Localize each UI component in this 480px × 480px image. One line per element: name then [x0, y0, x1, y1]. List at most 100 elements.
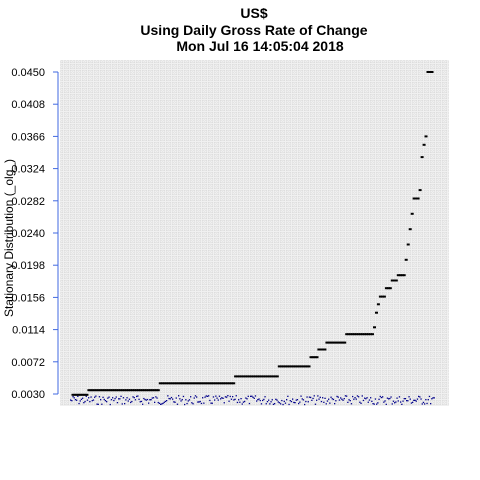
baseline-mark: [397, 400, 399, 402]
data-point: [396, 274, 400, 277]
baseline-mark: [78, 402, 80, 405]
data-point: [202, 382, 206, 385]
baseline-mark: [277, 401, 279, 403]
baseline-mark: [356, 395, 359, 397]
baseline-mark: [299, 401, 301, 403]
baseline-mark: [254, 395, 257, 397]
data-point: [285, 365, 289, 368]
chart-timestamp: Mon Jul 16 14:05:04 2018: [176, 38, 344, 54]
data-point: [87, 389, 91, 392]
baseline-mark: [235, 395, 237, 397]
baseline-mark: [310, 396, 312, 399]
data-point: [133, 389, 136, 392]
y-tick-label: 0.0156: [11, 292, 45, 304]
baseline-mark: [365, 398, 367, 400]
data-point: [244, 375, 248, 378]
baseline-mark: [79, 400, 81, 402]
data-point: [158, 382, 162, 385]
baseline-mark: [320, 400, 323, 403]
baseline-mark: [109, 403, 111, 406]
data-point: [218, 382, 222, 385]
baseline-mark: [115, 396, 117, 398]
baseline-mark: [420, 398, 422, 400]
baseline-mark: [295, 399, 297, 401]
data-point: [99, 389, 103, 392]
baseline-mark: [252, 396, 254, 398]
baseline-mark: [340, 397, 342, 399]
baseline-mark: [193, 397, 195, 399]
baseline-mark: [158, 402, 161, 404]
data-point: [373, 326, 376, 329]
baseline-mark: [236, 401, 239, 404]
baseline-mark: [329, 402, 331, 404]
data-point: [402, 274, 406, 277]
data-point: [430, 71, 434, 73]
data-point: [137, 389, 140, 392]
baseline-mark: [426, 402, 428, 405]
data-point: [238, 375, 242, 378]
data-point: [93, 389, 97, 392]
baseline-mark: [347, 401, 349, 403]
baseline-mark: [96, 403, 98, 405]
data-point: [79, 393, 83, 396]
y-tick-label: 0.0366: [11, 131, 45, 143]
data-point: [283, 365, 287, 368]
baseline-mark: [91, 400, 93, 402]
baseline-mark: [316, 399, 318, 401]
baseline-mark: [208, 395, 210, 397]
baseline-mark: [371, 400, 373, 402]
baseline-mark: [72, 396, 74, 398]
baseline-mark: [220, 398, 222, 400]
baseline-mark: [275, 398, 277, 400]
baseline-mark: [431, 398, 433, 400]
data-point: [184, 382, 188, 385]
data-point: [311, 356, 315, 359]
baseline-mark: [280, 403, 282, 405]
data-point: [111, 389, 115, 392]
data-point: [208, 382, 212, 385]
baseline-mark: [119, 398, 121, 400]
baseline-mark: [266, 401, 269, 403]
baseline-mark: [205, 395, 207, 397]
baseline-mark: [173, 401, 175, 403]
baseline-mark: [176, 403, 179, 405]
data-point: [428, 71, 432, 73]
data-point: [371, 333, 374, 336]
baseline-mark: [301, 398, 303, 400]
baseline-mark: [284, 402, 287, 404]
data-point: [107, 389, 111, 392]
baseline-mark: [319, 396, 321, 398]
baseline-mark: [313, 395, 315, 397]
baseline-mark: [186, 402, 188, 405]
baseline-mark: [422, 401, 425, 404]
data-point: [129, 389, 132, 392]
baseline-mark: [76, 399, 78, 401]
data-point: [71, 393, 75, 396]
baseline-mark: [167, 395, 169, 397]
baseline-mark: [402, 400, 404, 402]
baseline-mark: [214, 399, 216, 401]
data-point: [424, 135, 428, 138]
baseline-mark: [323, 401, 325, 403]
data-point: [226, 382, 230, 385]
baseline-mark: [157, 401, 159, 404]
baseline-mark: [377, 402, 379, 404]
baseline-mark: [427, 399, 429, 401]
chart-title: US$: [240, 5, 267, 21]
baseline-mark: [110, 399, 113, 401]
data-point: [150, 389, 154, 392]
baseline-mark: [308, 396, 311, 398]
data-point: [400, 274, 404, 277]
data-point: [166, 382, 170, 385]
baseline-mark: [202, 397, 204, 399]
baseline-mark: [74, 399, 77, 401]
data-point: [97, 389, 101, 392]
baseline-mark: [336, 395, 338, 398]
data-point: [178, 382, 182, 385]
baseline-mark: [180, 400, 182, 402]
data-point: [188, 382, 192, 385]
baseline-mark: [410, 402, 413, 404]
baseline-mark: [248, 402, 251, 405]
data-point: [125, 389, 129, 392]
data-point: [359, 333, 363, 336]
